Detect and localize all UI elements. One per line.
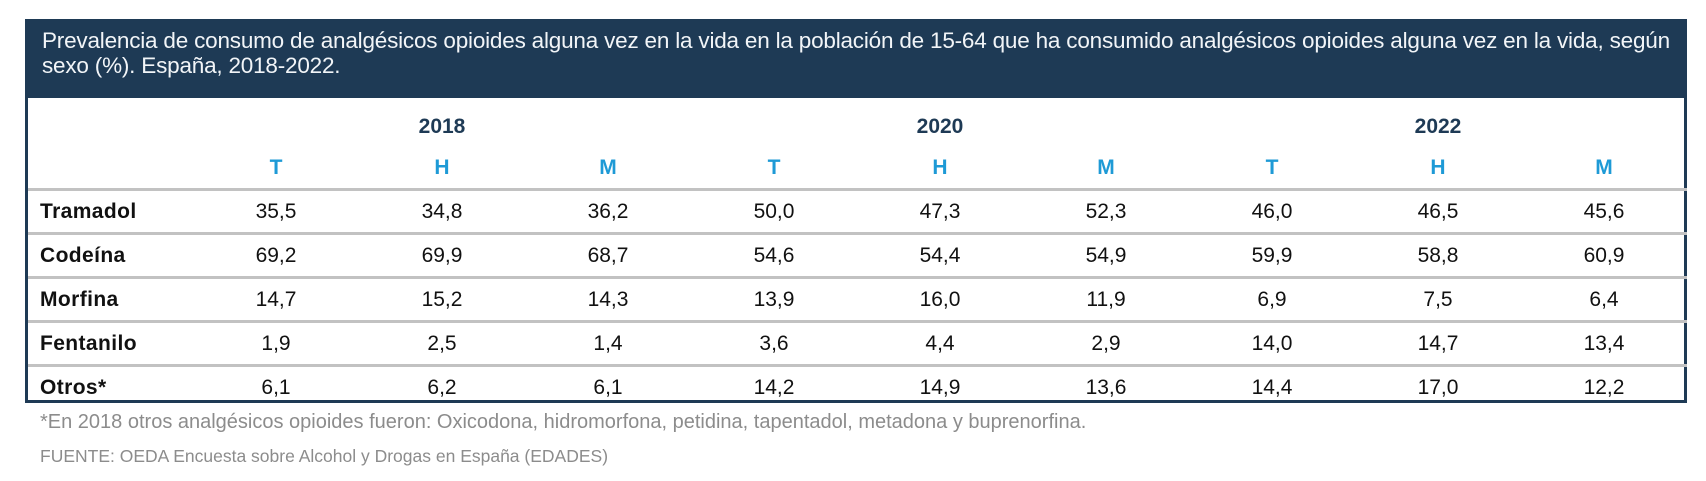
year-header: 2018	[418, 114, 466, 138]
value-cell: 2,5	[359, 321, 525, 367]
value-cell: 60,9	[1521, 233, 1687, 279]
value-cell: 54,9	[1023, 233, 1189, 279]
value-cell: 14,2	[753, 375, 795, 399]
value-cell: 6,2	[427, 375, 457, 399]
sex-header: H	[857, 147, 1023, 191]
value-cell: 14,3	[525, 277, 691, 323]
sex-header: M	[1023, 147, 1189, 191]
value-cell: 54,4	[857, 233, 1023, 279]
value-cell: 69,9	[359, 233, 525, 279]
footnote: *En 2018 otros analgésicos opioides fuer…	[40, 411, 1087, 433]
table-row: Codeína 69,2 69,9 68,7 54,6 54,4 54,9 59,9 58,8 6…	[28, 233, 1687, 279]
value-cell: 17,0	[1417, 375, 1459, 399]
value-cell: 13,6	[1085, 375, 1127, 399]
value-cell: 14,9	[919, 375, 961, 399]
value-cell: 6,9	[1189, 277, 1355, 323]
value-cell: 54,6	[691, 233, 857, 279]
value-cell: 3,6	[691, 321, 857, 367]
value-cell: 14,7	[193, 277, 359, 323]
sex-header: T	[691, 147, 857, 191]
year-header: 2022	[1414, 114, 1462, 138]
value-cell: 6,1	[593, 375, 623, 399]
sex-header: T	[193, 147, 359, 191]
data-table-box: Prevalencia de consumo de analgésicos op…	[25, 19, 1687, 403]
row-label: Otros*	[40, 375, 107, 399]
value-cell: 14,0	[1189, 321, 1355, 367]
sex-header: H	[359, 147, 525, 191]
value-cell: 2,9	[1023, 321, 1189, 367]
row-label: Fentanilo	[28, 321, 193, 367]
value-cell: 34,8	[359, 189, 525, 235]
table-title: Prevalencia de consumo de analgésicos op…	[28, 19, 1684, 98]
value-cell: 4,4	[857, 321, 1023, 367]
value-cell: 16,0	[857, 277, 1023, 323]
value-cell: 13,9	[691, 277, 857, 323]
value-cell: 46,5	[1355, 189, 1521, 235]
value-cell: 14,4	[1251, 375, 1293, 399]
value-cell: 35,5	[193, 189, 359, 235]
value-cell: 13,4	[1521, 321, 1687, 367]
source-note: FUENTE: OEDA Encuesta sobre Alcohol y Dr…	[40, 446, 609, 466]
row-label: Tramadol	[28, 189, 193, 235]
value-cell: 15,2	[359, 277, 525, 323]
value-cell: 11,9	[1023, 277, 1189, 323]
value-cell: 69,2	[193, 233, 359, 279]
empty-cell	[28, 98, 193, 147]
row-label: Codeína	[28, 233, 193, 279]
value-cell: 45,6	[1521, 189, 1687, 235]
value-cell: 6,4	[1521, 277, 1687, 323]
row-label: Morfina	[28, 277, 193, 323]
value-cell: 12,2	[1583, 375, 1625, 399]
value-cell: 46,0	[1189, 189, 1355, 235]
value-cell: 1,9	[193, 321, 359, 367]
sex-header: H	[1355, 147, 1521, 191]
value-cell: 6,1	[261, 375, 291, 399]
value-cell: 1,4	[525, 321, 691, 367]
table-row: Morfina 14,7 15,2 14,3 13,9 16,0 11,9 6,9 7,5 6,4	[28, 277, 1687, 323]
value-cell: 58,8	[1355, 233, 1521, 279]
value-cell: 36,2	[525, 189, 691, 235]
year-header-row: 2018 2020 2022	[28, 98, 1687, 147]
value-cell: 47,3	[857, 189, 1023, 235]
table-row: Otros* 6,1 6,2 6,1 14,2 14,9 13,6 14,4 17,0 12,2	[28, 366, 1687, 409]
value-cell: 59,9	[1189, 233, 1355, 279]
value-cell: 50,0	[691, 189, 857, 235]
year-header: 2020	[916, 114, 964, 138]
sex-header: T	[1189, 147, 1355, 191]
empty-cell	[28, 147, 193, 191]
table-row: Tramadol 35,5 34,8 36,2 50,0 47,3 52,3 46,0 46,5…	[28, 189, 1687, 235]
table-row: Fentanilo 1,9 2,5 1,4 3,6 4,4 2,9 14,0 14,7 13,4	[28, 321, 1687, 367]
sex-header: M	[525, 147, 691, 191]
value-cell: 52,3	[1023, 189, 1189, 235]
value-cell: 7,5	[1355, 277, 1521, 323]
value-cell: 68,7	[525, 233, 691, 279]
value-cell: 14,7	[1355, 321, 1521, 367]
sex-header: M	[1521, 147, 1687, 191]
